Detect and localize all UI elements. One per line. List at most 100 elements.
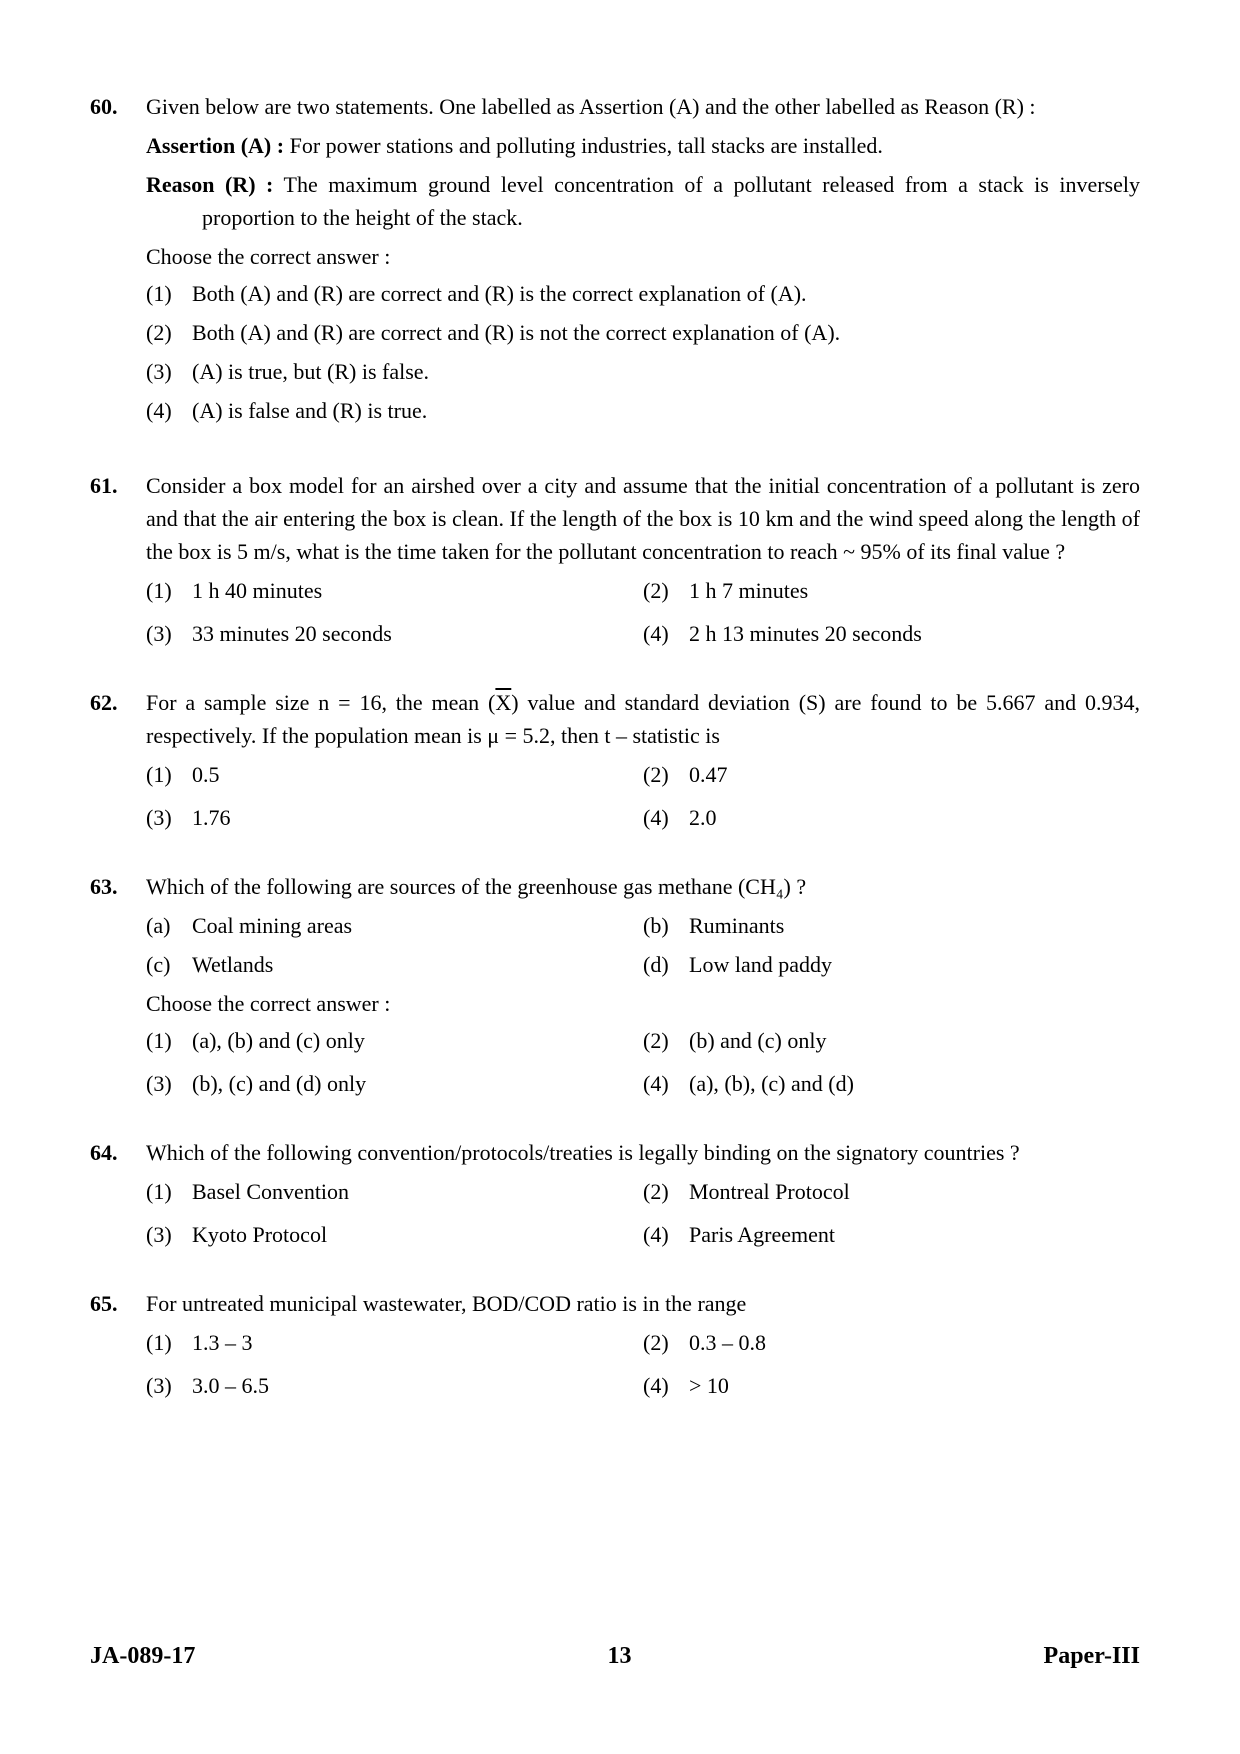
options-grid: (1) Basel Convention (2) Montreal Protoc… [146,1175,1140,1251]
option-text: (a), (b), (c) and (d) [689,1067,1140,1100]
option-row: (2) Both (A) and (R) are correct and (R)… [146,316,1140,349]
option-number: (1) [146,1024,192,1057]
option-cell: (2) 1 h 7 minutes [643,574,1140,607]
option-cell: (3) (b), (c) and (d) only [146,1067,643,1100]
footer-right: Paper-III [1044,1638,1140,1674]
question-number: 63. [90,870,146,1100]
question-number: 61. [90,469,146,650]
option-row: (4) (A) is false and (R) is true. [146,394,1140,427]
option-text: 0.47 [689,758,1140,791]
question-number: 64. [90,1136,146,1251]
option-number: (1) [146,277,192,310]
option-cell: (2) Montreal Protocol [643,1175,1140,1208]
option-number: (1) [146,1326,192,1359]
question-body: For untreated municipal wastewater, BOD/… [146,1287,1140,1402]
option-text: (b), (c) and (d) only [192,1067,643,1100]
sub-item: (c) Wetlands [146,948,643,981]
option-cell: (1) (a), (b) and (c) only [146,1024,643,1057]
question-60: 60. Given below are two statements. One … [90,90,1140,433]
option-text: Both (A) and (R) are correct and (R) is … [192,316,1140,349]
option-text: Montreal Protocol [689,1175,1140,1208]
option-number: (2) [643,1175,689,1208]
option-number: (4) [146,394,192,427]
option-text: Paris Agreement [689,1218,1140,1251]
option-number: (3) [146,1218,192,1251]
reason-text: The maximum ground level concentration o… [202,172,1140,230]
question-61: 61. Consider a box model for an airshed … [90,469,1140,650]
option-cell: (4) Paris Agreement [643,1218,1140,1251]
choose-label: Choose the correct answer : [146,240,1140,273]
question-body: Which of the following are sources of th… [146,870,1140,1100]
option-number: (4) [643,1369,689,1402]
option-text: 0.3 – 0.8 [689,1326,1140,1359]
options-list: (1) Both (A) and (R) are correct and (R)… [146,277,1140,427]
sub-item: (a) Coal mining areas [146,909,643,942]
option-number: (4) [643,801,689,834]
option-cell: (4) 2.0 [643,801,1140,834]
option-text: Kyoto Protocol [192,1218,643,1251]
question-body: Consider a box model for an airshed over… [146,469,1140,650]
assertion-line: Assertion (A) : For power stations and p… [146,129,1140,162]
sub-items: (a) Coal mining areas (b) Ruminants (c) … [146,909,1140,981]
question-text: For a sample size n = 16, the mean (X) v… [146,686,1140,752]
option-text: 1 h 7 minutes [689,574,1140,607]
option-number: (2) [146,316,192,349]
question-64: 64. Which of the following convention/pr… [90,1136,1140,1251]
option-number: (2) [643,758,689,791]
question-text: Which of the following convention/protoc… [146,1136,1140,1169]
question-body: Given below are two statements. One labe… [146,90,1140,433]
options-grid: (1) (a), (b) and (c) only (2) (b) and (c… [146,1024,1140,1100]
sub-label: (b) [643,909,689,942]
option-text: (b) and (c) only [689,1024,1140,1057]
option-text: 33 minutes 20 seconds [192,617,643,650]
option-cell: (2) (b) and (c) only [643,1024,1140,1057]
option-number: (2) [643,1024,689,1057]
option-number: (4) [643,1067,689,1100]
page-footer: JA-089-17 13 Paper-III [90,1638,1140,1674]
option-cell: (2) 0.47 [643,758,1140,791]
option-cell: (3) Kyoto Protocol [146,1218,643,1251]
option-cell: (3) 33 minutes 20 seconds [146,617,643,650]
sub-text: Low land paddy [689,948,832,981]
option-number: (1) [146,1175,192,1208]
sub-text: Coal mining areas [192,909,352,942]
option-text: Both (A) and (R) are correct and (R) is … [192,277,1140,310]
option-cell: (4) (a), (b), (c) and (d) [643,1067,1140,1100]
sub-item: (b) Ruminants [643,909,1140,942]
option-cell: (3) 3.0 – 6.5 [146,1369,643,1402]
question-number: 62. [90,686,146,834]
question-text: For untreated municipal wastewater, BOD/… [146,1287,1140,1320]
sub-label: (d) [643,948,689,981]
question-62: 62. For a sample size n = 16, the mean (… [90,686,1140,834]
option-text: (A) is true, but (R) is false. [192,355,1140,388]
option-number: (1) [146,574,192,607]
question-text: Consider a box model for an airshed over… [146,469,1140,568]
question-body: Which of the following convention/protoc… [146,1136,1140,1251]
option-number: (3) [146,617,192,650]
option-number: (4) [643,617,689,650]
option-text: 1.3 – 3 [192,1326,643,1359]
question-text: Which of the following are sources of th… [146,870,1140,903]
option-text: 1.76 [192,801,643,834]
sub-text: Ruminants [689,909,784,942]
question-number: 65. [90,1287,146,1402]
question-63: 63. Which of the following are sources o… [90,870,1140,1100]
option-text: 2.0 [689,801,1140,834]
option-cell: (1) 1.3 – 3 [146,1326,643,1359]
option-text: 1 h 40 minutes [192,574,643,607]
option-number: (3) [146,355,192,388]
option-text: Basel Convention [192,1175,643,1208]
sub-item: (d) Low land paddy [643,948,1140,981]
option-cell: (1) 0.5 [146,758,643,791]
option-cell: (3) 1.76 [146,801,643,834]
option-text: 0.5 [192,758,643,791]
option-number: (2) [643,1326,689,1359]
question-65: 65. For untreated municipal wastewater, … [90,1287,1140,1402]
option-row: (1) Both (A) and (R) are correct and (R)… [146,277,1140,310]
option-number: (1) [146,758,192,791]
footer-center: 13 [607,1638,631,1674]
option-number: (3) [146,1067,192,1100]
question-number: 60. [90,90,146,433]
reason-label: Reason (R) : [146,172,273,197]
option-cell: (4) 2 h 13 minutes 20 seconds [643,617,1140,650]
